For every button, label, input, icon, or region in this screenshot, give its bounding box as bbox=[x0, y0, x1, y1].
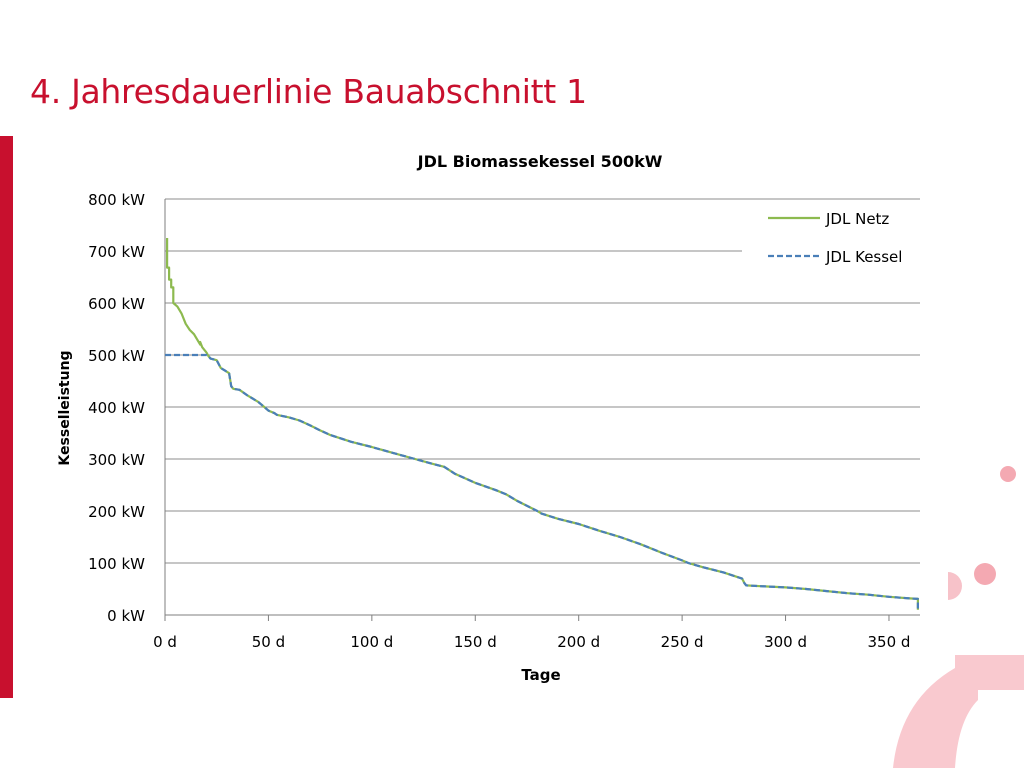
y-tick-label: 0 kW bbox=[107, 607, 145, 625]
x-tick-label: 150 d bbox=[454, 633, 497, 651]
x-tick-label: 50 d bbox=[252, 633, 285, 651]
legend-label: JDL Netz bbox=[825, 210, 889, 228]
series-line-jdl-netz bbox=[166, 238, 920, 610]
x-tick-label: 0 d bbox=[153, 633, 177, 651]
logo-dot-small bbox=[1000, 466, 1016, 482]
y-tick-label: 100 kW bbox=[88, 555, 145, 573]
y-tick-labels: 0 kW 100 kW 200 kW 300 kW 400 kW 500 kW 600 kW… bbox=[88, 191, 145, 625]
y-tick-label: 400 kW bbox=[88, 399, 145, 417]
slide-title: 4. Jahresdauerlinie Bauabschnitt 1 bbox=[30, 72, 587, 111]
y-tick-label: 300 kW bbox=[88, 451, 145, 469]
x-tick-label: 300 d bbox=[764, 633, 807, 651]
y-tick-label: 700 kW bbox=[88, 243, 145, 261]
y-tick-label: 800 kW bbox=[88, 191, 145, 209]
x-tick-label: 100 d bbox=[350, 633, 393, 651]
legend: JDL Netz JDL Kessel bbox=[768, 210, 902, 266]
x-tick-labels: 0 d 50 d 100 d 150 d 200 d 250 d 300 d 350 d bbox=[153, 633, 910, 651]
y-tick-label: 500 kW bbox=[88, 347, 145, 365]
x-tick-label: 200 d bbox=[557, 633, 600, 651]
y-tick-label: 200 kW bbox=[88, 503, 145, 521]
logo-arc-inner bbox=[955, 690, 1024, 768]
left-accent-bar bbox=[0, 136, 13, 698]
legend-label: JDL Kessel bbox=[825, 248, 902, 266]
logo-dot-medium bbox=[974, 563, 996, 585]
x-tick-label: 350 d bbox=[868, 633, 911, 651]
logo-dot-partial bbox=[948, 572, 962, 600]
chart-title: JDL Biomassekessel 500kW bbox=[417, 152, 663, 171]
x-axis-label: Tage bbox=[521, 666, 560, 684]
y-axis-label: Kesselleistung bbox=[57, 350, 73, 465]
x-tick-label: 250 d bbox=[661, 633, 704, 651]
series-lines bbox=[165, 238, 920, 610]
y-tick-label: 600 kW bbox=[88, 295, 145, 313]
gridlines bbox=[164, 198, 920, 621]
series-line-jdl-kessel bbox=[165, 353, 920, 610]
